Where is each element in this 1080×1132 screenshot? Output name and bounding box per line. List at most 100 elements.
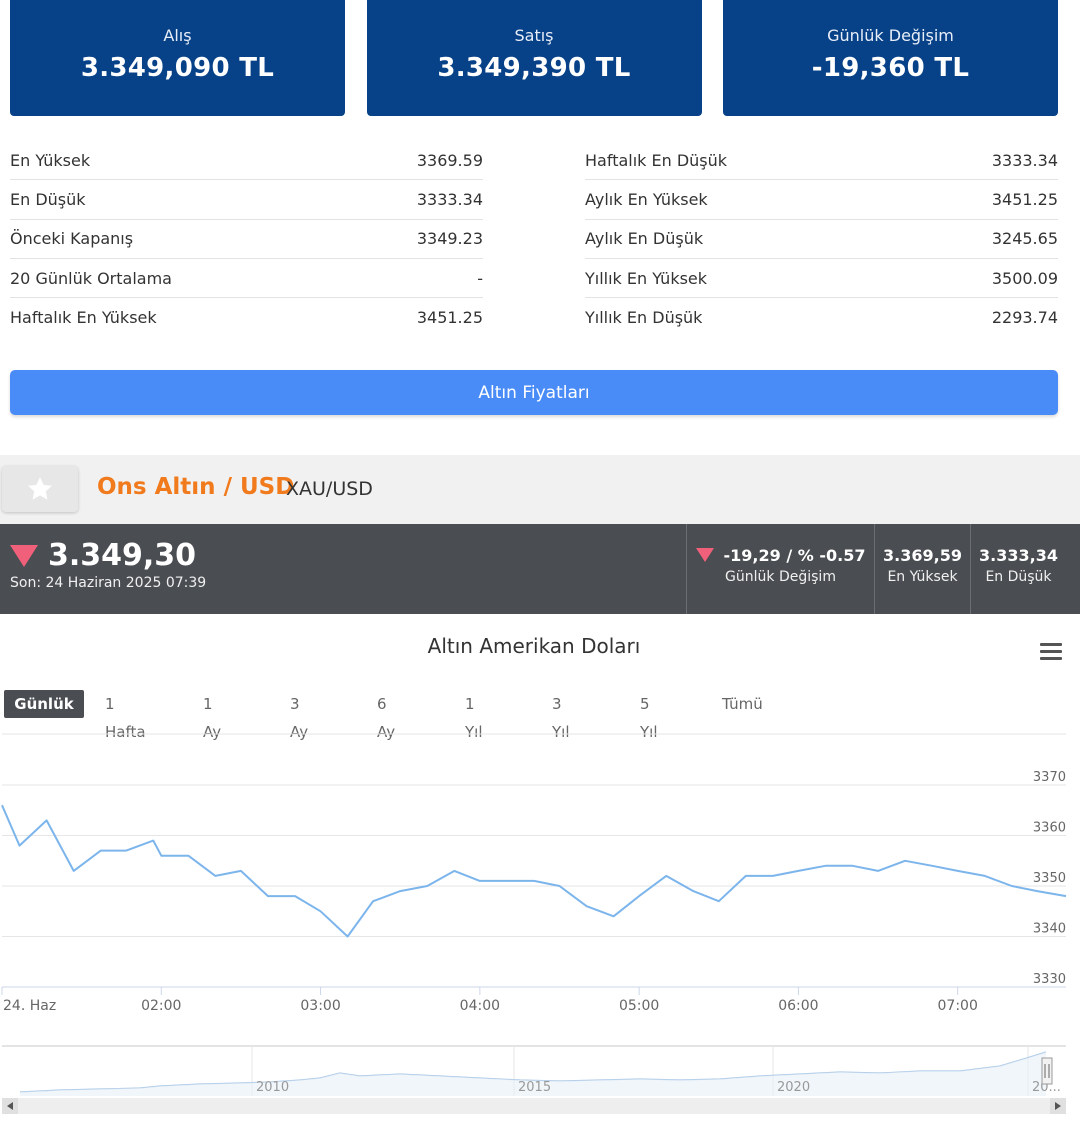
x-tick-label: 07:00 [938, 998, 978, 1014]
quote-high-cell: 3.369,59 En Yüksek [874, 524, 970, 614]
stat-row: En Düşük 3333.34 [10, 180, 483, 220]
x-tick-label: 03:00 [300, 998, 340, 1014]
buy-label: Alış [163, 26, 192, 45]
star-icon [28, 477, 52, 500]
range-button-5-yil[interactable]: 5 Yıl [640, 695, 658, 741]
stat-value: 2293.74 [991, 308, 1058, 328]
quote-change-row: -19,29 / % -0.57 [687, 546, 874, 565]
hamburger-menu-icon[interactable] [1040, 643, 1062, 663]
stat-row: En Yüksek 3369.59 [10, 141, 483, 181]
stats-left: En Yüksek 3369.59 En Düşük 3333.34 Önceki … [10, 141, 483, 337]
navigator-label-2010: 2010 [256, 1080, 289, 1095]
quote-high-value: 3.369,59 [883, 546, 962, 565]
stat-label: Yıllık En Düşük [585, 308, 703, 328]
quote-low-value: 3.333,34 [979, 546, 1058, 565]
buy-card: Alış 3.349,090 TL [10, 0, 345, 116]
daily-change-value: -19,360 TL [811, 53, 970, 83]
quote-bar: 3.349,30 Son: 24 Haziran 2025 07:39 -19,… [0, 524, 1080, 614]
range-button-1-ay[interactable]: 1 Ay [203, 695, 222, 741]
stat-row: Aylık En Düşük 3245.65 [585, 220, 1058, 259]
stat-row: 20 Günlük Ortalama - [10, 259, 483, 299]
quote-change-cell: -19,29 / % -0.57 Günlük Değişim [686, 524, 874, 614]
chevron-left-icon [7, 1102, 13, 1110]
stat-label: Haftalık En Düşük [585, 150, 728, 170]
navigator-label-20: 20... [1032, 1080, 1061, 1095]
daily-change-label: Günlük Değişim [827, 26, 954, 45]
y-tick-label: 3340 [1033, 922, 1066, 937]
favorite-button[interactable] [2, 466, 78, 512]
range-button-1-yil[interactable]: 1 Yıl [465, 695, 483, 741]
stat-value: 3333.34 [416, 189, 483, 209]
sell-card: Satış 3.349,390 TL [366, 0, 702, 116]
instrument-title: Ons Altın / USD [97, 474, 295, 500]
stat-value: 3451.25 [416, 308, 483, 328]
stat-row: Aylık En Yüksek 3451.25 [585, 180, 1058, 220]
quote-main: 3.349,30 [10, 538, 196, 573]
stat-label: 20 Günlük Ortalama [10, 268, 172, 288]
navigator-handle[interactable] [1041, 1057, 1053, 1085]
daily-change-card: Günlük Değişim -19,360 TL [723, 0, 1058, 116]
quote-change-value: -19,29 / % -0.57 [723, 546, 866, 565]
stat-label: Önceki Kapanış [10, 229, 134, 249]
stat-value: 3369.59 [416, 150, 483, 170]
stat-label: En Düşük [10, 189, 86, 209]
y-tick-label: 3370 [1033, 770, 1066, 785]
x-tick-label: 06:00 [778, 998, 818, 1014]
stat-label: Aylık En Yüksek [585, 189, 708, 209]
range-button-3-ay[interactable]: 3 Ay [290, 695, 309, 741]
chevron-right-icon [1055, 1102, 1061, 1110]
y-tick-label: 3330 [1033, 972, 1066, 987]
quote-time: Son: 24 Haziran 2025 07:39 [10, 575, 207, 591]
stat-value: 3245.65 [991, 229, 1058, 249]
range-button-3-yil[interactable]: 3 Yıl [552, 695, 570, 741]
range-button-6-ay[interactable]: 6 Ay [377, 695, 396, 741]
instrument-code: XAU/USD [286, 478, 373, 500]
stat-value: 3451.25 [991, 189, 1058, 209]
gold-prices-button[interactable]: Altın Fiyatları [10, 370, 1058, 415]
stat-label: Haftalık En Yüksek [10, 308, 157, 328]
price-cards: Alış 3.349,090 TL Satış 3.349,390 TL Gün… [10, 0, 1058, 116]
chart-title: Altın Amerikan Doları [427, 634, 641, 658]
chart-navigator[interactable]: 2010 2015 2020 20... [0, 1040, 1080, 1120]
stat-value: 3349.23 [416, 229, 483, 249]
stat-value: 3500.09 [991, 268, 1058, 288]
navigator-label-2015: 2015 [518, 1080, 551, 1095]
quote-change-label: Günlük Değişim [725, 569, 836, 585]
range-button-gunluk[interactable]: Günlük [4, 690, 84, 718]
stat-row: Önceki Kapanış 3349.23 [10, 220, 483, 259]
stat-label: Aylık En Düşük [585, 229, 704, 249]
stat-label: En Yüksek [10, 150, 91, 170]
down-arrow-icon [695, 548, 714, 562]
navigator-label-2020: 2020 [777, 1080, 810, 1095]
sell-value: 3.349,390 TL [437, 53, 631, 83]
stat-label: Yıllık En Yüksek [585, 268, 708, 288]
range-button-1-hafta[interactable]: 1 Hafta [105, 695, 146, 741]
price-chart: 3330 3340 3350 3360 3370 24. Haz 02:00 03:00 04:… [1, 733, 1067, 1014]
sell-label: Satış [514, 26, 554, 45]
down-arrow-icon [10, 544, 38, 567]
navigator-scrollbar[interactable] [2, 1098, 1066, 1114]
y-tick-label: 3360 [1033, 821, 1066, 836]
instrument-header [0, 455, 1080, 525]
stats-table: En Yüksek 3369.59 En Düşük 3333.34 Önceki … [10, 141, 1058, 337]
x-tick-label: 05:00 [619, 998, 659, 1014]
x-tick-label: 24. Haz [3, 998, 56, 1014]
stat-value: 3333.34 [991, 150, 1058, 170]
y-tick-label: 3350 [1033, 871, 1066, 886]
stat-value: - [477, 268, 483, 288]
stat-row: Yıllık En Düşük 2293.74 [585, 298, 1058, 337]
buy-value: 3.349,090 TL [80, 53, 275, 83]
x-tick-label: 04:00 [460, 998, 500, 1014]
stats-right: Haftalık En Düşük 3333.34 Aylık En Yüksek… [585, 141, 1058, 337]
quote-low-label: En Düşük [985, 569, 1052, 585]
x-tick-label: 02:00 [141, 998, 181, 1014]
stat-row: Yıllık En Yüksek 3500.09 [585, 259, 1058, 299]
range-button-tumu[interactable]: Tümü [722, 695, 763, 713]
stat-row: Haftalık En Yüksek 3451.25 [10, 298, 483, 337]
price-line [1, 804, 1067, 938]
navigator-area [20, 1052, 1046, 1096]
quote-price: 3.349,30 [48, 538, 197, 573]
quote-high-label: En Yüksek [887, 569, 958, 585]
quote-low-cell: 3.333,34 En Düşük [970, 524, 1066, 614]
